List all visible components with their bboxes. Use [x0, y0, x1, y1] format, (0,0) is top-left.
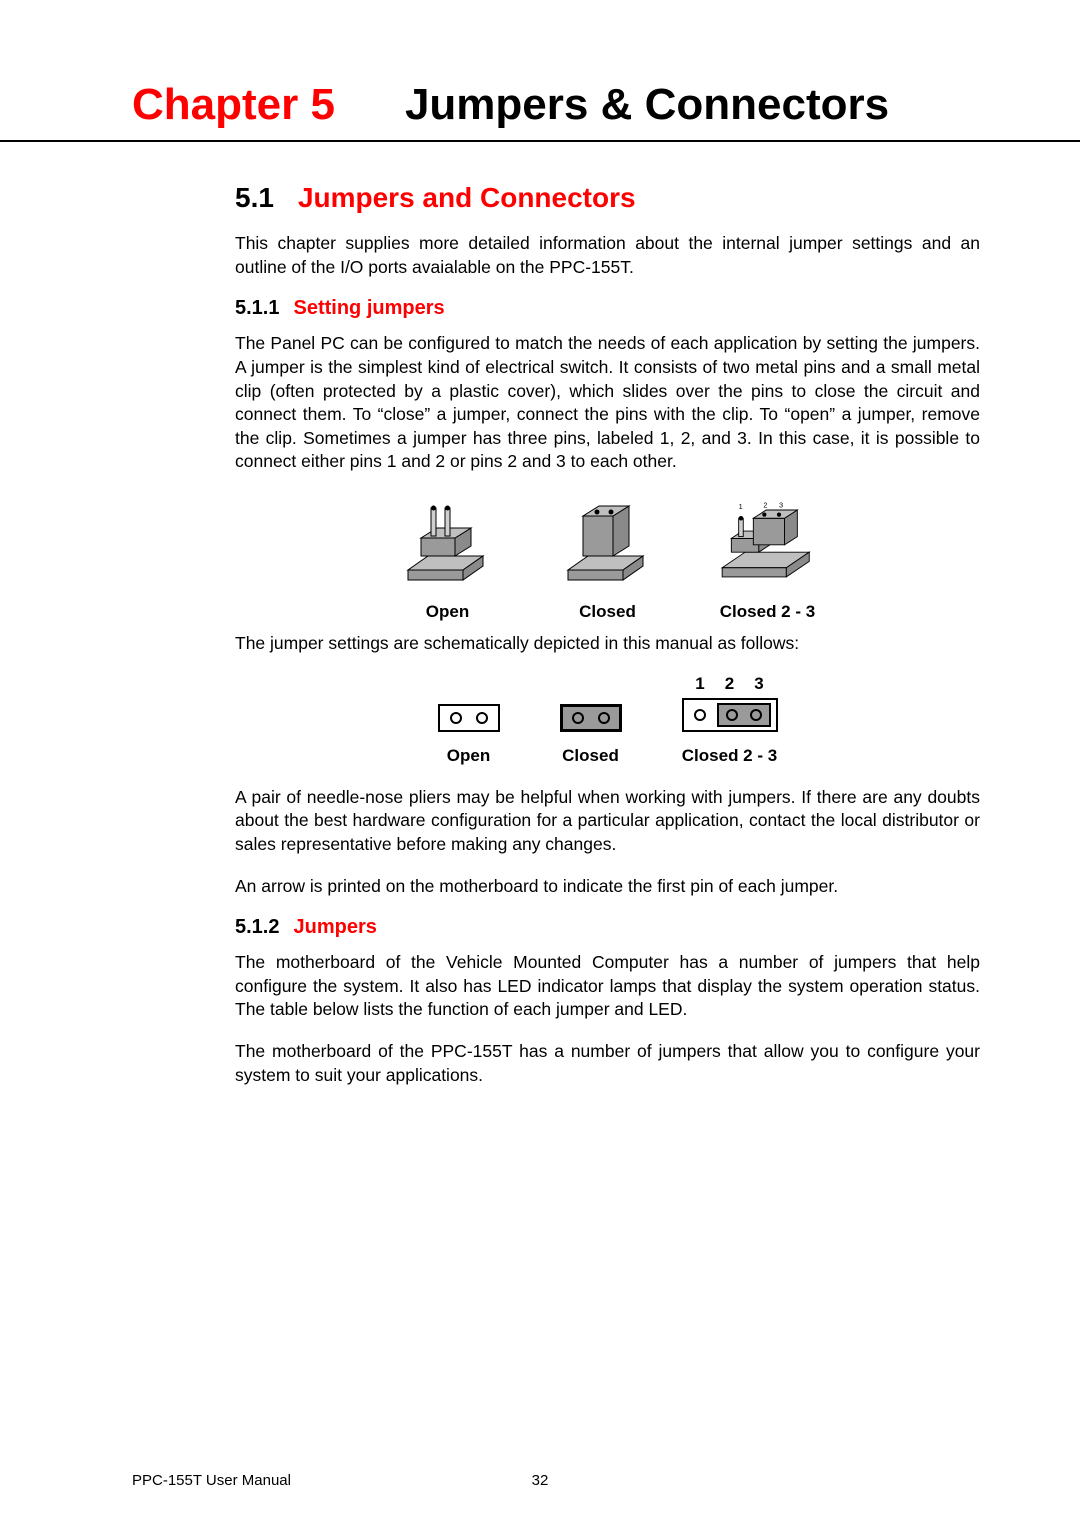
jumper-3d-open: Open: [393, 498, 503, 622]
jumpers-paragraph-2: The motherboard of the PPC-155T has a nu…: [235, 1040, 980, 1087]
figure-label-closed23: Closed 2 - 3: [720, 602, 815, 622]
svg-text:3: 3: [779, 500, 783, 509]
jumper-closed-icon: [553, 498, 663, 588]
schematic-closed23-box: [682, 698, 778, 732]
footer-page-number: 32: [532, 1472, 549, 1489]
pliers-paragraph: A pair of needle-nose pliers may be help…: [235, 786, 980, 857]
schematic-row: Open Closed 1 2 3: [235, 674, 980, 766]
chapter-title: Jumpers & Connectors: [405, 80, 889, 130]
arrow-paragraph: An arrow is printed on the motherboard t…: [235, 875, 980, 899]
sub-heading-5-1-1: 5.1.1 Setting jumpers: [235, 297, 980, 320]
section-number: 5.1: [235, 182, 274, 214]
schematic-closed-box: [560, 704, 622, 732]
jumper-3d-figure-row: Open Closed: [235, 498, 980, 622]
svg-text:1: 1: [738, 502, 742, 511]
sub-number: 5.1.2: [235, 916, 279, 939]
pin-icon: [694, 709, 706, 721]
schematic-open: Open: [438, 682, 500, 766]
section-title: Jumpers and Connectors: [298, 182, 636, 214]
page-container: Chapter 5 Jumpers & Connectors 5.1 Jumpe…: [0, 0, 1080, 1087]
sub-number: 5.1.1: [235, 297, 279, 320]
jumper-open-icon: [393, 498, 503, 588]
figure-label-open: Open: [426, 602, 469, 622]
schematic-pin-labels: 1 2 3: [695, 674, 763, 694]
pin-icon: [726, 709, 738, 721]
intro-paragraph: This chapter supplies more detailed info…: [235, 232, 980, 279]
jumper-3d-closed23: 1 2 3 Closed 2 - 3: [713, 498, 823, 622]
figure-label-closed: Closed: [579, 602, 636, 622]
chapter-divider: [0, 140, 1080, 142]
pin-icon: [476, 712, 488, 724]
section-heading-5-1: 5.1 Jumpers and Connectors: [235, 182, 980, 214]
chapter-label: Chapter 5: [132, 80, 335, 130]
svg-text:2: 2: [763, 500, 767, 509]
pin-label-1: 1: [695, 674, 704, 694]
schematic-open-box: [438, 704, 500, 732]
sub-title: Jumpers: [293, 916, 376, 939]
jumper-3d-closed: Closed: [553, 498, 663, 622]
inner-closed-box: [717, 703, 771, 727]
schematic-intro: The jumper settings are schematically de…: [235, 632, 980, 656]
footer-manual-name: PPC-155T User Manual: [132, 1472, 291, 1489]
jumper-closed23-icon: 1 2 3: [713, 498, 823, 588]
content-area: 5.1 Jumpers and Connectors This chapter …: [0, 182, 1080, 1087]
schematic-label-closed23: Closed 2 - 3: [682, 746, 777, 766]
schematic-label-closed: Closed: [562, 746, 619, 766]
chapter-header: Chapter 5 Jumpers & Connectors: [0, 80, 1080, 130]
sub-title: Setting jumpers: [293, 297, 444, 320]
schematic-label-open: Open: [447, 746, 490, 766]
pin-label-2: 2: [725, 674, 734, 694]
schematic-closed: Closed: [560, 682, 622, 766]
jumpers-paragraph-1: The motherboard of the Vehicle Mounted C…: [235, 951, 980, 1022]
pin-icon: [750, 709, 762, 721]
pin-icon: [572, 712, 584, 724]
schematic-closed23: 1 2 3 Closed 2 - 3: [682, 674, 778, 766]
pin-label-3: 3: [754, 674, 763, 694]
pin-icon: [598, 712, 610, 724]
setting-jumpers-paragraph: The Panel PC can be configured to match …: [235, 332, 980, 474]
pin-icon: [450, 712, 462, 724]
sub-heading-5-1-2: 5.1.2 Jumpers: [235, 916, 980, 939]
